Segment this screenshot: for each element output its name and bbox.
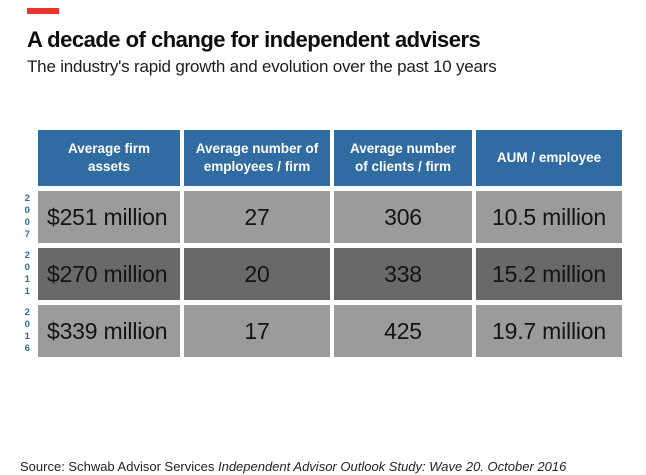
row-year-label-2016: 2016 <box>21 307 33 355</box>
table-cell-2016-aum: 19.7 million <box>476 305 622 357</box>
table-cell-2007-assets: $251 million <box>38 191 180 243</box>
table-cell-2007-aum: 10.5 million <box>476 191 622 243</box>
row-year-label-2007: 2007 <box>21 193 33 241</box>
column-header-employees: Average number of employees / firm <box>184 130 330 186</box>
table-cell-2011-assets: $270 million <box>38 248 180 300</box>
column-header-aum: AUM / employee <box>476 130 622 186</box>
table-cell-2016-clients: 425 <box>334 305 472 357</box>
table-cell-2011-aum: 15.2 million <box>476 248 622 300</box>
column-header-firm-assets: Average firm assets <box>38 130 180 186</box>
page-title: A decade of change for independent advis… <box>27 27 481 52</box>
table-cell-2016-assets: $339 million <box>38 305 180 357</box>
column-header-clients: Average number of clients / firm <box>334 130 472 186</box>
table-cell-2016-employees: 17 <box>184 305 330 357</box>
brand-accent-bar <box>27 8 59 14</box>
row-year-label-2011: 2011 <box>21 250 33 298</box>
table-cell-2011-employees: 20 <box>184 248 330 300</box>
page-subtitle: The industry's rapid growth and evolutio… <box>27 57 497 76</box>
table-cell-2007-clients: 306 <box>334 191 472 243</box>
data-table: 2007 2011 2016 Average firm assets Avera… <box>22 130 622 357</box>
source-study-title: Independent Advisor Outlook Study: Wave … <box>217 459 567 474</box>
table-grid: Average firm assets Average number of em… <box>38 130 622 357</box>
table-cell-2007-employees: 27 <box>184 191 330 243</box>
source-attribution: Source: Schwab Advisor Services Independ… <box>20 459 566 474</box>
table-cell-2011-clients: 338 <box>334 248 472 300</box>
source-prefix: Source: Schwab Advisor Services <box>20 459 218 474</box>
